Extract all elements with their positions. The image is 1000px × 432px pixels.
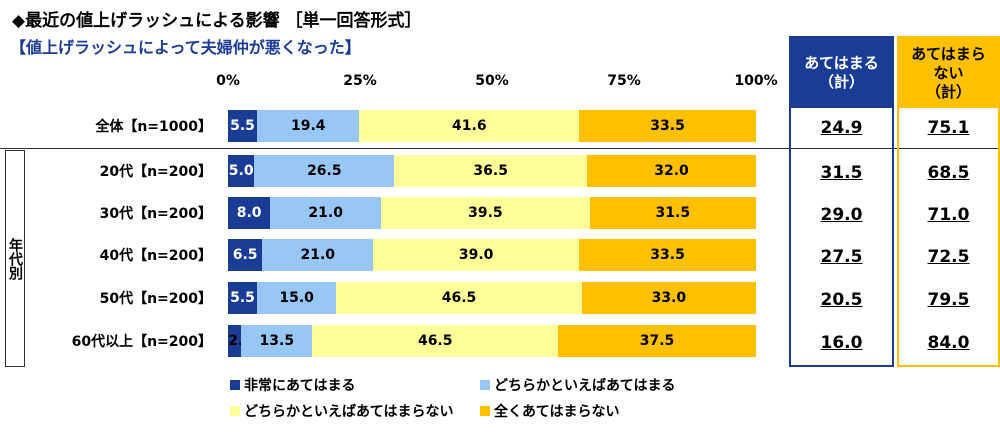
data-label: 5.0 [228, 163, 254, 179]
bar-segment-0: 5.0 [228, 155, 255, 187]
bar-segment-3: 31.5 [589, 197, 756, 229]
bar-segment-0: 2.5 [228, 325, 253, 357]
total-header: あてはまら ない （計） [899, 38, 998, 108]
legend-label: どちらかといえばあてはまる [494, 378, 676, 394]
total-value: 16.0 [820, 333, 863, 353]
category-label: 20代【n=200】 [99, 164, 212, 180]
bar-segment-2: 39.5 [381, 197, 590, 229]
total-value: 72.5 [927, 247, 970, 267]
data-label: 5.5 [230, 290, 255, 306]
data-label: 33.5 [650, 247, 685, 263]
total-value: 75.1 [927, 118, 970, 138]
total-value: 84.0 [927, 333, 970, 353]
chart-subtitle: 【値上げラッシュによって夫婦仲が悪くなった】 [10, 38, 361, 57]
bar-segment-3: 32.0 [587, 155, 756, 187]
x-tick-label: 0% [216, 73, 240, 89]
total-value: 20.5 [820, 290, 863, 310]
bar-segment-3: 37.5 [558, 325, 756, 357]
data-label: 41.6 [452, 118, 487, 134]
bar-segment-1: 19.4 [257, 110, 360, 142]
legend-swatch [230, 406, 240, 416]
data-label: 5.5 [230, 118, 255, 134]
bar-segment-0: 6.5 [228, 239, 263, 271]
data-label: 15.0 [279, 290, 314, 306]
bar-segment-3: 33.5 [579, 239, 756, 271]
data-label: 8.0 [236, 205, 262, 221]
legend-item: どちらかといえばあてはまる [480, 375, 675, 395]
data-label: 31.5 [655, 205, 691, 221]
data-label: 21.0 [300, 247, 336, 263]
category-label: 全体【n=1000】 [95, 119, 212, 135]
bar-segment-3: 33.5 [579, 110, 756, 142]
data-label: 19.4 [290, 118, 326, 134]
bar-segment-2: 39.0 [373, 239, 580, 271]
legend-item: 非常にあてはまる [230, 375, 355, 395]
divider [0, 148, 1000, 149]
bar-segment-1: 15.0 [257, 282, 337, 314]
category-label: 50代【n=200】 [99, 291, 212, 307]
data-label: 36.5 [473, 163, 508, 179]
data-label: 46.5 [441, 290, 477, 306]
legend-label: どちらかといえばあてはまらない [244, 404, 454, 420]
legend-swatch [480, 406, 490, 416]
data-label: 46.5 [417, 333, 453, 349]
legend-item: 全くあてはまらない [480, 401, 619, 421]
bar-segment-0: 5.5 [228, 110, 258, 142]
total-value: 27.5 [820, 247, 863, 267]
bar-segment-0: 8.0 [228, 197, 271, 229]
legend-swatch [480, 380, 490, 390]
bar-segment-3: 33.0 [581, 282, 756, 314]
legend-swatch [230, 380, 240, 390]
total-header: あてはまる （計） [791, 38, 892, 108]
bar-segment-1: 13.5 [241, 325, 313, 357]
x-tick-label: 100% [734, 73, 778, 89]
data-label: 33.5 [650, 118, 685, 134]
bar-segment-2: 46.5 [312, 325, 558, 357]
category-label: 40代【n=200】 [99, 248, 212, 264]
bar-segment-1: 21.0 [270, 197, 382, 229]
total-value: 71.0 [927, 205, 970, 225]
bar-segment-0: 5.5 [228, 282, 258, 314]
x-tick-label: 25% [343, 73, 377, 89]
legend-label: 非常にあてはまる [244, 378, 356, 394]
total-value: 79.5 [927, 290, 970, 310]
total-value: 29.0 [820, 205, 863, 225]
bar-segment-1: 21.0 [262, 239, 374, 271]
x-tick-label: 75% [607, 73, 641, 89]
bar-segment-2: 46.5 [336, 282, 582, 314]
legend-label: 全くあてはまらない [494, 404, 620, 420]
data-label: 32.0 [654, 163, 689, 179]
group-label: 年代別 [5, 150, 25, 367]
data-label: 33.0 [651, 290, 687, 306]
total-value: 24.9 [820, 118, 863, 138]
data-label: 37.5 [639, 333, 675, 349]
category-label: 30代【n=200】 [99, 206, 212, 222]
total-column-1: あてはまら ない （計） 75.1 68.5 71.0 72.5 79.5 84.0 [897, 36, 1000, 367]
bar-segment-2: 36.5 [394, 155, 588, 187]
total-column-0: あてはまる （計） 24.9 31.5 29.0 27.5 20.5 16.0 [789, 36, 894, 367]
x-tick-label: 50% [475, 73, 509, 89]
data-label: 39.5 [468, 205, 503, 221]
category-label: 60代以上【n=200】 [71, 334, 212, 350]
bar-segment-2: 41.6 [359, 110, 580, 142]
chart-title: ◆最近の値上げラッシュによる影響 ［単一回答形式］ [12, 11, 422, 31]
data-label: 26.5 [307, 163, 342, 179]
total-value: 68.5 [927, 163, 970, 183]
data-label: 39.0 [458, 247, 494, 263]
total-value: 31.5 [820, 163, 863, 183]
data-label: 21.0 [308, 205, 343, 221]
bar-segment-1: 26.5 [254, 155, 395, 187]
legend-item: どちらかといえばあてはまらない [230, 401, 453, 421]
data-label: 13.5 [259, 333, 295, 349]
data-label: 6.5 [232, 247, 258, 263]
